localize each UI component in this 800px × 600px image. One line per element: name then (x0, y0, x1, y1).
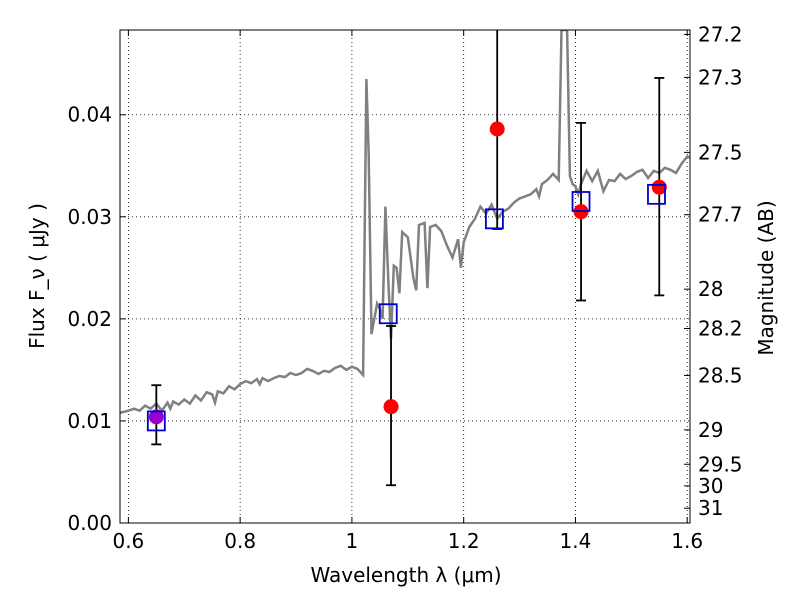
magnitude-tick-label: 28.5 (698, 363, 743, 387)
magnitude-tick-label: 31 (698, 496, 723, 520)
model-point (647, 183, 666, 205)
x-tick-label: 0.8 (224, 529, 256, 553)
magnitude-axis-label: Magnitude (AB) (754, 200, 778, 355)
model-point (378, 303, 398, 325)
y-tick-label: 0.02 (67, 307, 112, 331)
magnitude-tick-label: 27.3 (698, 65, 743, 89)
grid-lines (120, 30, 690, 524)
magnitude-tick-label: 30 (698, 474, 723, 498)
x-tick-label: 1.4 (560, 529, 592, 553)
observed-point (148, 409, 164, 425)
model-point (571, 191, 591, 212)
magnitude-tick-label: 28.2 (698, 316, 743, 340)
observed-point (489, 121, 505, 137)
y-tick-label: 0.03 (67, 205, 112, 229)
magnitude-tick-label: 29.5 (698, 452, 743, 476)
x-tick-label: 1.2 (448, 529, 480, 553)
template-spectrum-line (120, 30, 690, 415)
plot-frame (119, 29, 691, 524)
y-tick-label: 0.04 (67, 103, 112, 127)
magnitude-tick-label: 27.5 (698, 140, 743, 164)
observed-point (651, 179, 667, 195)
magnitude-tick-label: 27.7 (698, 203, 743, 227)
magnitude-tick-label: 29 (698, 418, 723, 442)
axis-ticks: 0.6 0.8 1 1.2 1.4 1.6 0.00 0.01 0.02 0.03 0.04 27.2… (67, 22, 742, 553)
x-tick-label: 0.6 (112, 529, 144, 553)
model-point (485, 208, 504, 230)
data-layer (120, 30, 690, 487)
y-axis-label: Flux F_ν ( μJy ) (25, 203, 49, 349)
x-tick-label: 1.6 (671, 529, 703, 553)
observed-point (383, 399, 399, 415)
model-point (146, 410, 166, 432)
magnitude-tick-label: 28 (698, 277, 723, 301)
magnitude-tick-label: 27.2 (698, 22, 743, 46)
x-axis-label: Wavelength λ (μm) (310, 563, 501, 587)
x-tick-label: 1 (346, 529, 359, 553)
y-tick-label: 0.01 (67, 409, 112, 433)
y-tick-label: 0.00 (67, 511, 112, 535)
